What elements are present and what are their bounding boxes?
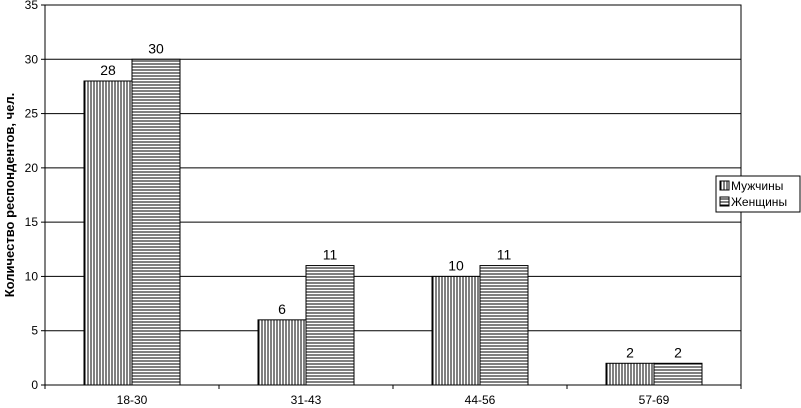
bars: [83, 58, 703, 386]
data-label: 6: [278, 301, 286, 317]
data-label: 2: [626, 344, 634, 360]
data-label: 28: [100, 62, 116, 78]
bar-men-31-43: [257, 319, 307, 386]
x-tick-label: 31-43: [291, 393, 322, 407]
legend-swatch: [719, 180, 730, 191]
y-tick-label: 5: [31, 324, 38, 338]
x-tick-label: 57-69: [639, 393, 670, 407]
bar-women-44-56: [479, 265, 529, 386]
legend-swatch: [719, 196, 730, 207]
bar-women-18-30: [131, 58, 181, 386]
legend-label: Мужчины: [731, 179, 783, 193]
y-axis-label: Количество респондентов, чел.: [2, 93, 17, 298]
data-labels: 28 30 6 11 10 11 2 2: [100, 40, 682, 360]
data-label: 11: [497, 247, 512, 263]
y-tick-label: 10: [25, 269, 39, 283]
x-tick-label: 44-56: [465, 393, 496, 407]
y-tick-label: 20: [25, 161, 39, 175]
data-label: 2: [674, 344, 682, 360]
bar-women-57-69: [653, 362, 703, 386]
y-tick-label: 15: [25, 215, 39, 229]
y-axis-ticks: 0 5 10 15 20 25 30 35: [25, 0, 45, 392]
x-axis-ticks: 18-30 31-43 44-56 57-69: [44, 385, 742, 407]
y-tick-label: 25: [25, 107, 39, 121]
legend: Мужчины Женщины: [715, 175, 801, 213]
y-tick-label: 35: [25, 0, 39, 12]
x-tick-label: 18-30: [117, 393, 148, 407]
bar-men-18-30: [83, 80, 133, 386]
y-tick-label: 30: [25, 52, 39, 66]
bar-men-57-69: [605, 362, 655, 386]
data-label: 11: [323, 247, 338, 263]
data-label: 10: [448, 257, 464, 273]
bar-women-31-43: [305, 265, 355, 386]
data-label: 30: [148, 40, 164, 56]
legend-label: Женщины: [731, 195, 787, 209]
bar-men-44-56: [431, 275, 481, 386]
y-tick-label: 0: [31, 378, 38, 392]
legend-box: [715, 175, 801, 213]
